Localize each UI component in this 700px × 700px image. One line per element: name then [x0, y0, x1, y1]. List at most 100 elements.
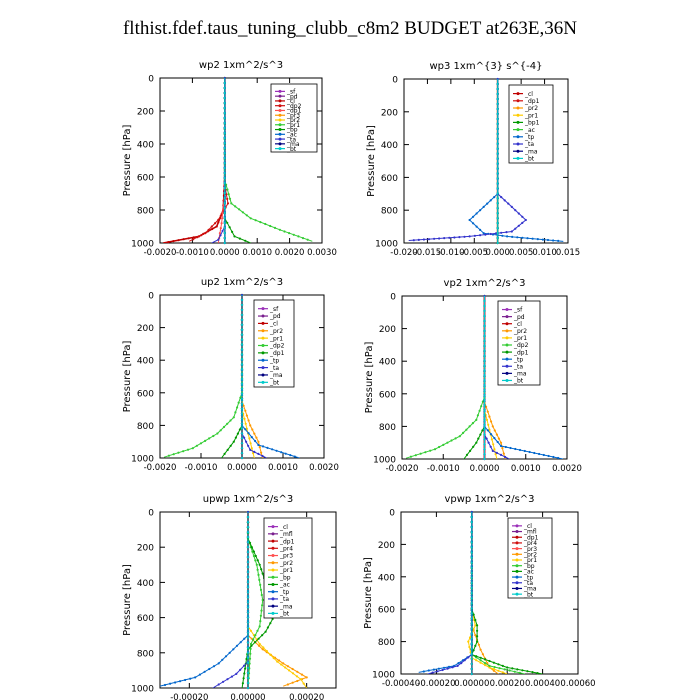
series-point [441, 668, 444, 672]
legend-marker [516, 135, 520, 139]
series-point [223, 241, 226, 245]
legend-marker [271, 568, 275, 572]
series-point [476, 640, 479, 643]
series-point [264, 630, 267, 633]
series-point [475, 655, 478, 658]
series-point [240, 348, 244, 351]
legend-label: _sf [513, 307, 523, 314]
legend-marker [515, 541, 519, 545]
series-point [496, 112, 499, 115]
series-point [204, 232, 207, 235]
series-point [269, 224, 272, 228]
series-point [253, 641, 257, 644]
series-point [493, 429, 496, 432]
series-point [483, 378, 486, 382]
series-point [221, 217, 224, 220]
legend-box [497, 300, 541, 386]
series-point [266, 626, 269, 629]
series-point [231, 230, 234, 233]
series-point [493, 448, 496, 451]
series-point [223, 86, 226, 90]
series-point [469, 449, 472, 452]
series-point [470, 561, 473, 564]
series-point [167, 241, 170, 244]
series-point [483, 393, 486, 396]
series-point [483, 408, 486, 411]
x-tick-label: 0.00020 [490, 679, 525, 689]
series-point [483, 329, 486, 332]
legend-marker [515, 575, 519, 579]
series-point [219, 234, 222, 237]
series-point [470, 672, 473, 676]
series-point [249, 424, 252, 427]
y-tick-label: 400 [379, 358, 396, 368]
series-point [490, 420, 493, 423]
series-point [246, 626, 250, 629]
series-point [217, 662, 220, 665]
series-point [470, 607, 473, 610]
series-point [557, 239, 560, 242]
series-point [495, 433, 498, 436]
series-point [479, 656, 482, 659]
series-point [240, 333, 244, 336]
series-point [246, 531, 250, 534]
series-point [247, 444, 250, 447]
series-point [526, 670, 529, 673]
series-point [221, 658, 224, 661]
legend-marker [515, 547, 519, 551]
series-point [257, 637, 260, 640]
series-point [468, 425, 471, 428]
legend-label: _pr1 [286, 122, 300, 129]
series-point [499, 444, 503, 448]
legend-label: _sf [286, 89, 296, 96]
series-point [222, 425, 226, 429]
series-point [252, 554, 255, 558]
legend-label: _pr2 [269, 328, 283, 335]
series-point [186, 448, 190, 451]
series-point [223, 111, 226, 115]
y-tick-label: 1000 [131, 240, 154, 250]
series-point [468, 218, 471, 222]
series-point [240, 328, 244, 331]
series-point [228, 651, 231, 654]
legend-label: _bt [513, 378, 524, 385]
x-tick-label: -0.0010 [427, 464, 460, 474]
series-point [240, 343, 244, 346]
series-point [493, 437, 496, 440]
series-point [260, 568, 263, 571]
series-point [483, 438, 486, 441]
series-point [492, 668, 495, 671]
series-point [261, 604, 264, 607]
series-point [234, 436, 237, 439]
y-tick-label: 800 [137, 649, 154, 659]
series-point [261, 454, 264, 458]
series-point [269, 653, 272, 656]
series-point [526, 237, 529, 240]
legend-label: _bt [524, 156, 535, 163]
series-point [506, 235, 509, 238]
legend-marker [278, 108, 282, 112]
series-point [240, 313, 244, 316]
legend-label: _ma [269, 372, 283, 379]
series-point [259, 583, 262, 587]
series-point [496, 152, 499, 155]
legend-label: _tp [279, 589, 289, 596]
series-point [246, 661, 250, 665]
y-tick-label: 800 [379, 423, 396, 433]
series-point [246, 571, 250, 574]
series-point [240, 407, 244, 410]
legend-label: _ta [513, 363, 523, 370]
series-point [483, 334, 486, 337]
series-point [250, 644, 253, 647]
y-tick-label: 0 [392, 76, 398, 86]
series-point [510, 205, 513, 208]
legend-label: _cl [513, 321, 522, 328]
series-point [256, 629, 259, 632]
series-point [470, 617, 473, 620]
series-point [216, 432, 219, 435]
series-point [454, 437, 457, 440]
series-point [256, 568, 259, 571]
series-point [246, 581, 250, 584]
series-point [427, 238, 431, 241]
series-point [247, 432, 250, 435]
